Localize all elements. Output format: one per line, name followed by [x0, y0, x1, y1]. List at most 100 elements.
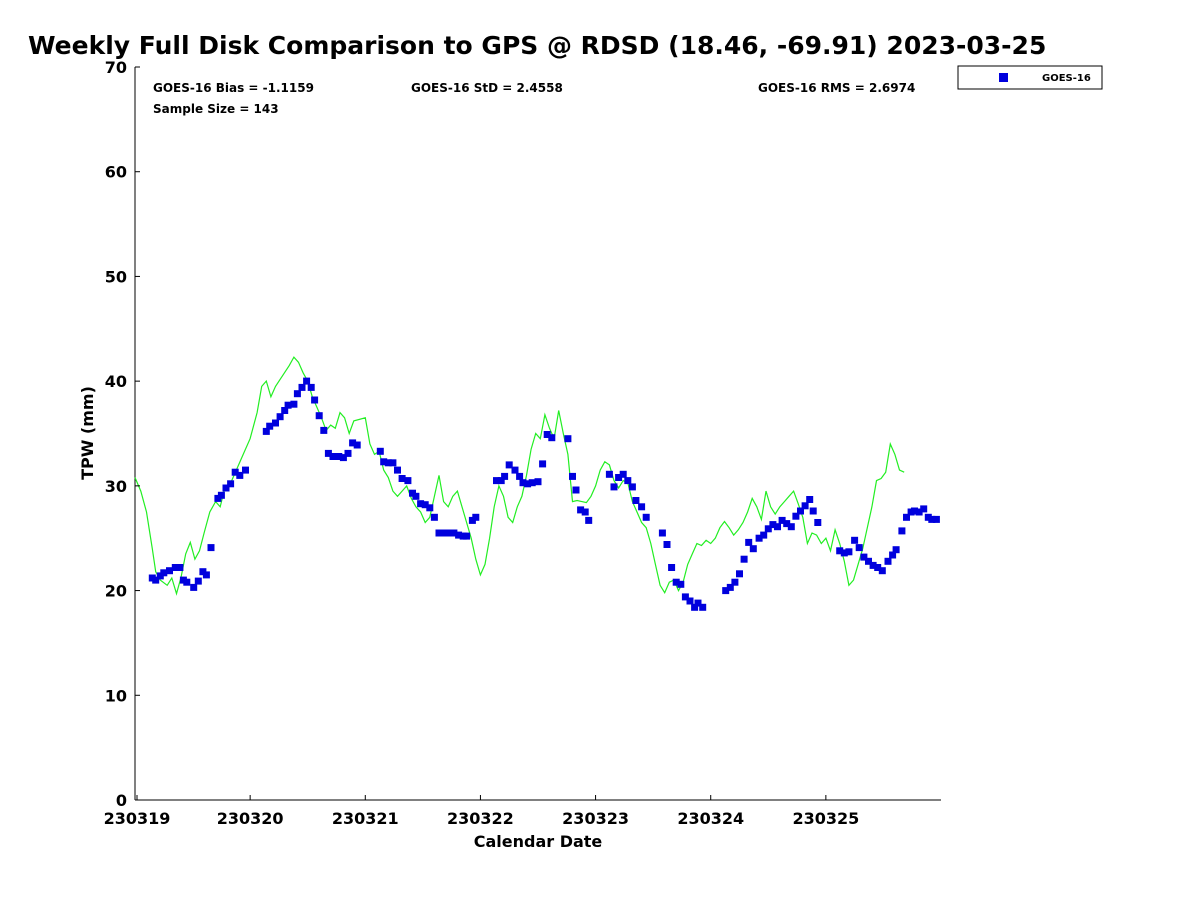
goes-point: [272, 419, 279, 427]
goes-point: [787, 523, 795, 531]
goes-point: [202, 571, 210, 579]
goes-point: [293, 390, 301, 398]
goes-point: [892, 546, 900, 554]
x-tick-label: 230321: [332, 809, 399, 828]
goes-point: [543, 431, 551, 438]
x-ticks: 230319 230320 230321 230322 230323 230324 2303…: [104, 795, 859, 828]
goes-point: [463, 532, 471, 540]
goes-point: [217, 491, 225, 499]
goes-point: [642, 513, 650, 521]
goes-point: [298, 383, 306, 391]
goes-point: [519, 479, 527, 487]
goes-point: [778, 516, 786, 524]
y-tick-label: 10: [105, 686, 127, 705]
goes-point: [840, 549, 848, 557]
goes-point: [353, 441, 361, 449]
legend-box: [957, 65, 1103, 90]
y-tick-label: 40: [105, 372, 127, 391]
goes-point: [783, 520, 791, 528]
x-tick-label: 230325: [792, 809, 859, 828]
goes-point: [624, 477, 632, 485]
goes-point: [663, 541, 671, 548]
goes-point: [455, 531, 463, 539]
gps-line: [134, 356, 905, 596]
goes-point: [524, 480, 532, 488]
legend: GOES-16: [957, 65, 1103, 90]
goes-point: [404, 477, 412, 485]
goes-point: [564, 435, 572, 443]
goes-point: [284, 401, 292, 409]
goes-point: [176, 564, 184, 571]
goes-point: [865, 557, 872, 565]
stat-std: GOES-16 StD = 2.4558: [411, 81, 563, 95]
goes-point: [722, 587, 730, 595]
y-tick-label: 60: [105, 163, 127, 182]
y-tick-label: 0: [116, 791, 127, 810]
goes-point: [281, 407, 289, 414]
goes-point: [421, 501, 429, 509]
goes-point: [577, 506, 585, 514]
goes-point: [769, 521, 777, 529]
goes-point: [472, 513, 480, 521]
goes-point: [691, 603, 699, 611]
goes-point: [389, 459, 397, 467]
legend-marker: [999, 73, 1008, 82]
x-tick-label: 230320: [217, 809, 284, 828]
y-tick-label: 20: [105, 582, 127, 601]
goes-point: [915, 508, 923, 516]
goes-point: [736, 570, 743, 578]
x-tick-label: 230324: [677, 809, 744, 828]
goes-point: [231, 468, 239, 476]
y-tick-label: 50: [105, 267, 127, 286]
y-ticks: 0 10 20 30 40 50 60 70: [105, 58, 140, 810]
goes-point: [884, 557, 892, 565]
goes-point: [493, 477, 500, 485]
goes-point: [194, 577, 202, 585]
goes-point: [380, 458, 388, 466]
goes-point: [774, 523, 781, 531]
goes-point: [324, 449, 332, 457]
goes-point: [855, 544, 863, 552]
goes-point: [376, 447, 384, 455]
goes-point: [851, 536, 859, 544]
goes-point: [749, 545, 757, 553]
plot-area: [134, 67, 941, 801]
y-tick-label: 70: [105, 58, 127, 77]
goes-point: [528, 479, 536, 487]
goes-point: [152, 576, 160, 584]
goes-point: [539, 460, 547, 468]
goes-point: [450, 529, 458, 537]
chart-title: Weekly Full Disk Comparison to GPS @ RDS…: [28, 31, 1046, 60]
x-axis-label: Calendar Date: [474, 832, 603, 851]
goes-point: [809, 507, 817, 515]
goes-point: [394, 466, 401, 474]
goes-point: [699, 603, 707, 611]
goes-point: [731, 578, 739, 586]
goes-point: [920, 505, 928, 513]
goes-point: [760, 531, 768, 539]
goes-point: [928, 515, 936, 523]
goes-point: [440, 529, 448, 537]
x-tick-label: 230322: [447, 809, 514, 828]
goes-point: [315, 412, 323, 420]
goes-point: [615, 474, 623, 481]
goes-point: [605, 470, 613, 478]
goes-point: [311, 396, 319, 404]
goes-point: [412, 492, 420, 500]
goes-point: [755, 534, 763, 542]
goes-point: [889, 551, 897, 559]
goes-point: [335, 453, 343, 460]
goes-point: [497, 477, 505, 485]
goes-point: [726, 583, 734, 591]
goes-point: [836, 547, 844, 555]
goes-point: [686, 597, 694, 605]
goes-point: [344, 449, 352, 457]
goes-point: [444, 529, 452, 537]
goes-point: [276, 413, 284, 421]
goes-point: [207, 544, 215, 552]
goes-point: [745, 538, 753, 546]
goes-point: [792, 512, 800, 520]
goes-point: [242, 466, 249, 474]
goes-point: [339, 454, 347, 462]
